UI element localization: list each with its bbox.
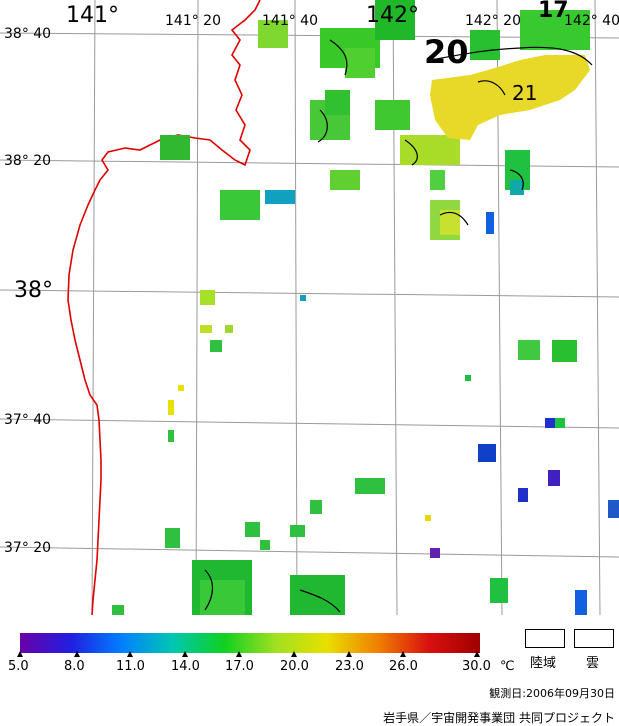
tick-mark <box>127 651 133 657</box>
legend-tick-label: 17.0 <box>225 659 254 674</box>
graticule <box>0 0 619 615</box>
observation-date: 観測日:2006年09月30日 <box>489 687 615 700</box>
tick-mark <box>291 651 297 657</box>
legend-tick-label: 23.0 <box>335 659 364 674</box>
legend-tick-label: 8.0 <box>64 659 85 674</box>
tick-mark <box>236 651 242 657</box>
tick-mark <box>182 651 188 657</box>
legend-tick-label: 11.0 <box>116 659 145 674</box>
legend-tick-label: 20.0 <box>280 659 309 674</box>
lon-label: 142° 20 <box>465 13 521 29</box>
sst-patches <box>112 0 619 615</box>
lat-label: 37° 20 <box>4 540 52 556</box>
legend-tick-label: 14.0 <box>171 659 200 674</box>
cloud-label: 雲 <box>586 656 600 671</box>
legend-unit: ℃ <box>500 659 515 674</box>
land-label: 陸域 <box>530 656 557 671</box>
legend-tick-label: 5.0 <box>8 659 29 674</box>
lat-label: 37° 40 <box>4 412 52 428</box>
tick-mark <box>346 651 352 657</box>
contour-label: 17 <box>538 0 569 23</box>
lon-label: 141° 20 <box>165 13 221 29</box>
lon-label: 142° 40 <box>564 13 619 29</box>
tick-mark <box>400 651 406 657</box>
lon-label: 142° <box>366 3 419 28</box>
legend-tick-label: 26.0 <box>389 659 418 674</box>
lat-label: 38° 20 <box>4 153 52 169</box>
cloud-swatch <box>574 629 614 648</box>
sea-surface-temperature-map <box>0 0 619 615</box>
legend-tick-label: 30.0 <box>462 659 491 674</box>
lon-label: 141° 40 <box>262 13 318 29</box>
tick-mark <box>474 651 480 657</box>
credit-line: 岩手県／宇宙開発事業団 共同プロジェクト <box>383 711 615 725</box>
lon-label: 141° <box>66 3 119 28</box>
contour-label: 20 <box>424 33 469 71</box>
coastline <box>67 0 261 615</box>
isotherms <box>204 39 593 613</box>
contour-label: 21 <box>512 81 538 105</box>
tick-mark <box>17 651 23 657</box>
lat-label: 38° <box>14 278 53 303</box>
lat-label: 38° 40 <box>4 26 52 42</box>
temperature-color-bar <box>20 633 480 653</box>
land-swatch <box>525 629 565 648</box>
tick-mark <box>74 651 80 657</box>
